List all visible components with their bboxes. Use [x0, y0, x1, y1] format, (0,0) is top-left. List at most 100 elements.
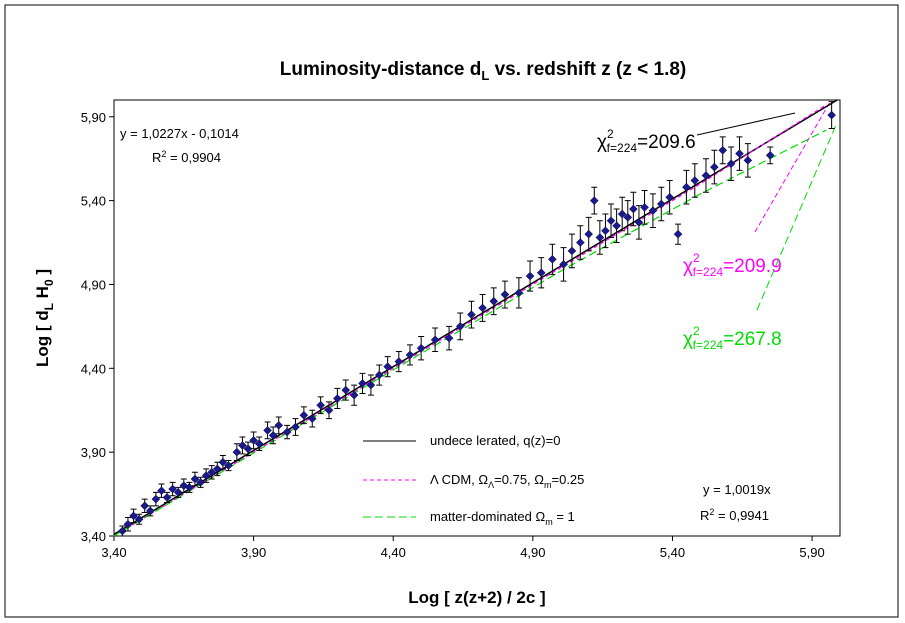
point	[212, 464, 222, 474]
point	[709, 162, 719, 172]
legend-label-part: Λ	[488, 480, 494, 490]
point	[224, 461, 233, 470]
point	[575, 238, 585, 247]
point	[640, 202, 649, 212]
legend-label-part: Λ CDM, Ω	[430, 472, 488, 487]
fit-equation: y = 1,0019x	[703, 482, 771, 497]
chart-title: Luminosity-distance dL vs. redshift z (z…	[280, 59, 687, 83]
legend-label: undece lerated, q(z)=0	[430, 433, 560, 448]
point	[196, 477, 205, 487]
point	[249, 436, 258, 445]
point	[430, 335, 440, 345]
point	[559, 259, 568, 269]
point	[254, 439, 264, 449]
point	[145, 506, 155, 516]
point	[743, 156, 753, 165]
point	[601, 226, 610, 236]
legend-label: matter-dominated Ωm = 1	[430, 509, 575, 527]
point	[489, 296, 499, 306]
point	[349, 390, 359, 400]
point	[405, 350, 415, 360]
plot-area	[113, 99, 841, 537]
y-tick-label: 3,40	[81, 529, 106, 544]
point	[173, 488, 183, 497]
point	[765, 150, 775, 160]
point	[500, 290, 510, 299]
y-axis-label: Log [ dL H0 ]	[33, 269, 56, 367]
legend-label-part: =0.75, Ω	[494, 472, 544, 487]
model-line	[113, 104, 827, 537]
point	[299, 410, 309, 420]
x-tick-label: 5,90	[799, 545, 824, 560]
point	[467, 310, 476, 319]
chi-label: χ2 f=224=209.9	[683, 251, 782, 279]
point	[455, 322, 465, 331]
point	[374, 370, 384, 380]
point	[291, 422, 300, 432]
point	[207, 467, 217, 477]
x-tick-label: 4,40	[381, 545, 406, 560]
y-tick-label: 3,90	[81, 445, 106, 460]
point	[584, 229, 594, 239]
point	[623, 213, 633, 222]
point	[358, 379, 367, 388]
point	[238, 441, 247, 450]
point	[263, 426, 272, 435]
point	[333, 394, 342, 403]
point	[665, 192, 675, 202]
fit-equation: y = 1,0227x - 0,1014	[120, 126, 239, 141]
point	[316, 400, 325, 410]
point	[243, 444, 253, 454]
legend-label-part: m	[545, 517, 553, 527]
chart-border	[4, 4, 899, 618]
point	[274, 420, 284, 430]
pointer-line	[754, 101, 831, 233]
point	[567, 246, 577, 256]
x-tick-label: 4,90	[520, 545, 545, 560]
point	[673, 229, 683, 239]
y-tick-label: 4,90	[81, 277, 106, 292]
x-tick-label: 3,40	[101, 545, 126, 560]
point	[536, 268, 546, 278]
point	[548, 254, 557, 264]
legend-label-part: matter-dominated Ω	[430, 509, 545, 524]
point	[324, 405, 334, 415]
point	[525, 271, 535, 281]
y-tick-label: 5,90	[81, 110, 106, 125]
x-axis-label: Log [ z(z+2) / 2c ]	[408, 588, 545, 607]
y-tick-label: 4,40	[81, 361, 106, 376]
chi-label: χ2 f=224=209.6	[597, 127, 696, 155]
y-tick-label: 5,40	[81, 194, 106, 209]
legend-label-part: =0.25	[552, 472, 585, 487]
point	[612, 221, 621, 231]
pointer-line	[756, 124, 837, 311]
point	[444, 333, 454, 343]
r-squared: R2 = 0,9904	[152, 149, 221, 165]
point	[201, 471, 211, 480]
point	[629, 204, 638, 214]
r-squared: R2 = 0,9941	[700, 507, 769, 523]
point	[718, 145, 728, 155]
legend-label-part: m	[544, 480, 552, 490]
point	[394, 357, 404, 366]
point	[478, 303, 487, 313]
point	[690, 176, 700, 185]
point	[827, 110, 836, 120]
point	[606, 216, 616, 226]
point	[589, 196, 599, 205]
point	[341, 385, 351, 395]
point	[157, 486, 166, 496]
legend-label-part: = 1	[553, 509, 575, 524]
point	[232, 447, 242, 457]
point	[514, 288, 524, 298]
x-tick-label: 5,40	[660, 545, 685, 560]
point	[735, 149, 744, 159]
point	[701, 171, 711, 180]
x-tick-label: 3,90	[241, 545, 266, 560]
point	[656, 199, 666, 209]
point	[134, 514, 144, 524]
point	[366, 380, 376, 390]
point	[307, 414, 317, 423]
point	[416, 343, 426, 353]
